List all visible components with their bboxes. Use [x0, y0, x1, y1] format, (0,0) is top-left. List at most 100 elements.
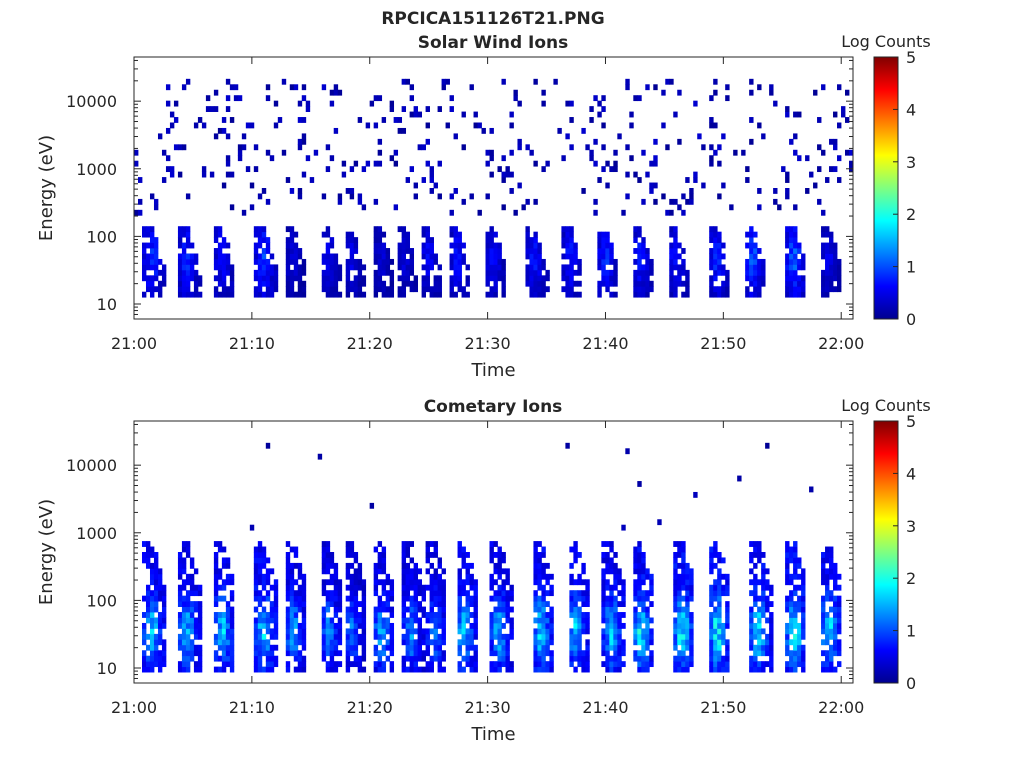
spectrogram-cell	[149, 617, 155, 624]
spectrogram-cell	[153, 198, 159, 205]
spectrogram-cell	[329, 595, 335, 602]
spectrogram-cell	[465, 280, 470, 287]
spectrogram-cell	[437, 639, 442, 646]
spectrogram-cell	[669, 78, 674, 85]
spectrogram-cell	[533, 601, 538, 607]
spectrogram-cell	[681, 557, 686, 564]
spectrogram-cell	[213, 258, 219, 265]
spectrogram-cell	[153, 590, 159, 597]
spectrogram-cell	[461, 639, 466, 646]
spectrogram-cell	[289, 601, 295, 607]
spectrogram-cell	[713, 606, 718, 613]
spectrogram-cell	[609, 622, 614, 629]
spectrogram-cell	[301, 655, 307, 662]
spectrogram-cell	[717, 595, 722, 602]
spectrogram-cell	[145, 666, 151, 673]
spectrogram-cell	[201, 166, 207, 173]
spectrogram-cell	[377, 248, 383, 254]
spectrogram-cell	[141, 248, 147, 254]
spectrogram-cell	[569, 612, 574, 618]
spectrogram-cell	[533, 590, 538, 597]
spectrogram-cell	[149, 562, 155, 569]
spectrogram-cell	[325, 253, 331, 260]
spectrogram-cell	[253, 639, 259, 646]
spectrogram-cell	[569, 144, 574, 151]
spectrogram-cell	[677, 633, 682, 640]
spectrogram-cell	[329, 253, 335, 260]
spectrogram-cell	[785, 639, 790, 646]
spectrogram-cell	[637, 573, 642, 580]
spectrogram-cell	[685, 269, 690, 276]
spectrogram-cell	[325, 144, 331, 151]
spectrogram-cell	[349, 258, 355, 265]
spectrogram-cell	[189, 622, 195, 629]
spectrogram-cell	[789, 552, 794, 558]
spectrogram-cell	[625, 84, 630, 91]
spectrogram-cell	[489, 541, 494, 547]
spectrogram-cell	[821, 280, 826, 287]
spectrogram-cell	[265, 269, 271, 276]
spectrogram-cell	[461, 666, 466, 673]
spectrogram-cell	[653, 198, 658, 205]
spectrogram-cell	[573, 552, 578, 558]
spectrogram-cell	[665, 78, 670, 85]
spectrogram-cell	[541, 280, 546, 287]
spectrogram-cell	[405, 584, 411, 591]
spectrogram-cell	[749, 661, 754, 668]
spectrogram-cell	[645, 612, 650, 618]
spectrogram-cell	[837, 155, 842, 162]
spectrogram-cell	[845, 117, 850, 123]
spectrogram-cell	[237, 149, 243, 156]
spectrogram-cell	[489, 595, 494, 602]
spectrogram-cell	[829, 286, 834, 293]
spectrogram-cell	[485, 269, 490, 276]
spectrogram-cell	[181, 264, 187, 271]
spectrogram-cell	[793, 606, 798, 613]
spectrogram-cell	[161, 269, 167, 276]
spectrogram-cell	[197, 633, 203, 640]
spectrogram-cell	[373, 237, 379, 243]
spectrogram-cell	[825, 584, 830, 591]
spectrogram-cell	[473, 622, 478, 629]
spectrogram-cell	[345, 552, 351, 558]
spectrogram-cell	[321, 546, 327, 553]
spectrogram-cell	[405, 546, 411, 553]
spectrogram-cell	[641, 242, 646, 249]
spectrogram-cell	[833, 253, 838, 260]
spectrogram-cell	[333, 633, 339, 640]
spectrogram-cell	[409, 655, 415, 662]
spectrogram-cell	[325, 650, 331, 657]
spectrogram-cell	[457, 622, 462, 629]
spectrogram-cell	[713, 590, 718, 597]
spectrogram-cell	[333, 661, 339, 668]
spectrogram-cell	[793, 204, 798, 211]
spectrogram-cell	[189, 650, 195, 657]
spectrogram-cell	[357, 579, 363, 586]
spectrogram-cell	[221, 666, 227, 673]
spectrogram-cell	[157, 258, 163, 265]
spectrogram-cell	[465, 655, 470, 662]
spectrogram-cell	[169, 122, 175, 129]
spectrogram-cell	[189, 655, 195, 662]
spectrogram-cell	[789, 617, 794, 624]
spectrogram-cell	[829, 568, 834, 575]
spectrogram-cell	[569, 601, 574, 607]
spectrogram-cell	[825, 226, 830, 233]
spectrogram-cell	[533, 568, 538, 575]
spectrogram-cell	[673, 557, 678, 564]
spectrogram-cell	[489, 269, 494, 276]
spectrogram-cell	[189, 264, 195, 271]
spectrogram-cell	[293, 291, 299, 298]
spectrogram-cell	[505, 617, 510, 624]
spectrogram-cell	[389, 661, 395, 668]
spectrogram-cell	[401, 633, 407, 640]
spectrogram-cell	[757, 595, 762, 602]
spectrogram-cell	[225, 573, 231, 580]
spectrogram-cell	[421, 144, 426, 151]
spectrogram-cell	[393, 117, 399, 123]
spectrogram-cell	[453, 237, 458, 243]
spectrogram-cell	[301, 291, 307, 298]
spectrogram-cell	[713, 89, 718, 96]
spectrogram-cell	[449, 226, 454, 233]
spectrogram-cell	[637, 655, 642, 662]
